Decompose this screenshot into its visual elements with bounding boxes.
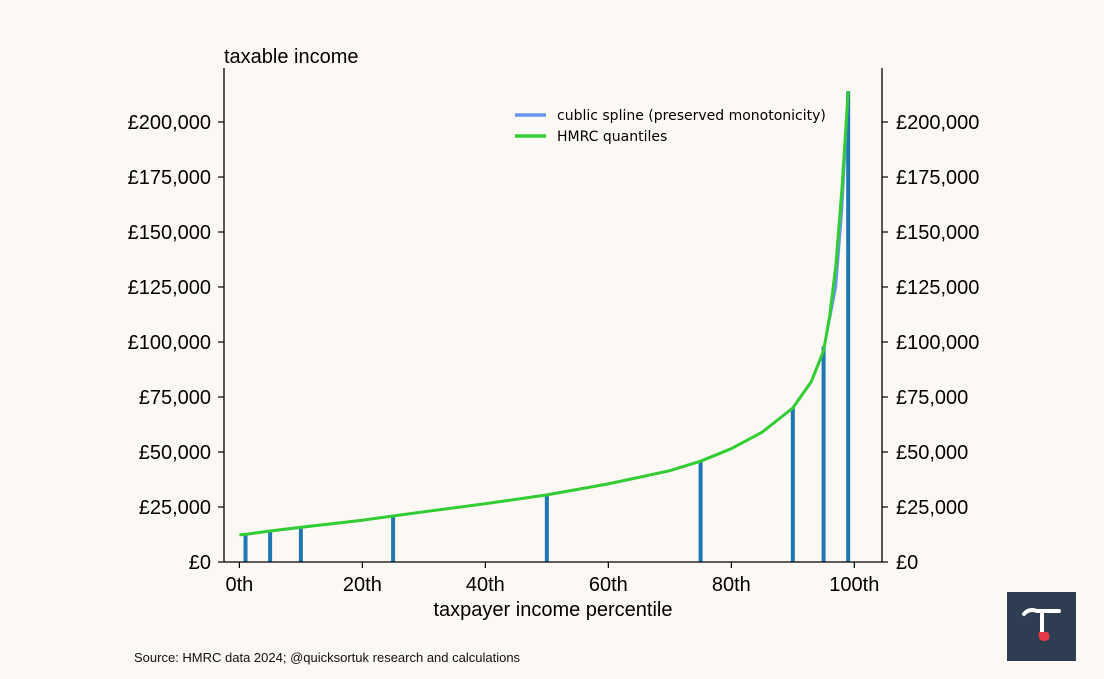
tau-logo-icon: [1007, 592, 1076, 661]
source-note: Source: HMRC data 2024; @quicksortuk res…: [134, 650, 521, 665]
y-tick-label-left: £50,000: [139, 442, 211, 464]
y-tick-label-right: £175,000: [896, 167, 979, 189]
y-tick-label-left: £0: [189, 552, 211, 574]
y-tick-label-right: £25,000: [896, 497, 968, 519]
x-tick-label: 80th: [712, 574, 751, 596]
y-tick-label-left: £125,000: [128, 277, 211, 299]
lines-group: [239, 91, 850, 537]
y-axis-label: taxable income: [224, 46, 359, 68]
y-tick-label-left: £25,000: [139, 497, 211, 519]
y-tick-label-left: £100,000: [128, 332, 211, 354]
y-tick-label-left: £175,000: [128, 167, 211, 189]
y-tick-label-right: £125,000: [896, 277, 979, 299]
y-tick-label-left: £200,000: [128, 112, 211, 134]
legend-label: cublic spline (preserved monotonicity): [557, 108, 826, 124]
y-tick-label-right: £200,000: [896, 112, 979, 134]
legend: cublic spline (preserved monotonicity) HM…: [515, 108, 826, 145]
y-tick-label-right: £0: [896, 552, 918, 574]
x-axis-label: taxpayer income percentile: [433, 599, 672, 621]
spline-line: [245, 91, 850, 536]
x-tick-label: 100th: [829, 574, 879, 596]
y-tick-label-left: £150,000: [128, 222, 211, 244]
y-tick-label-left: £75,000: [139, 387, 211, 409]
y-tick-label-right: £50,000: [896, 442, 968, 464]
x-tick-label: 0th: [225, 574, 253, 596]
y-ticks-right: £0 £25,000 £50,000 £75,000 £100,000 £125,000 £…: [882, 112, 979, 574]
x-tick-label: 60th: [589, 574, 628, 596]
stems-group: [243, 91, 851, 562]
x-tick-label: 20th: [343, 574, 382, 596]
y-tick-label-right: £75,000: [896, 387, 968, 409]
x-tick-label: 40th: [466, 574, 505, 596]
quantiles-line: [239, 91, 850, 537]
y-tick-label-right: £150,000: [896, 222, 979, 244]
legend-label: HMRC quantiles: [557, 129, 667, 145]
x-ticks: 0th 20th 40th 60th 80th 100th: [225, 562, 879, 596]
y-tick-label-right: £100,000: [896, 332, 979, 354]
y-ticks-left: £0 £25,000 £50,000 £75,000 £100,000 £125,000 £…: [128, 112, 224, 574]
